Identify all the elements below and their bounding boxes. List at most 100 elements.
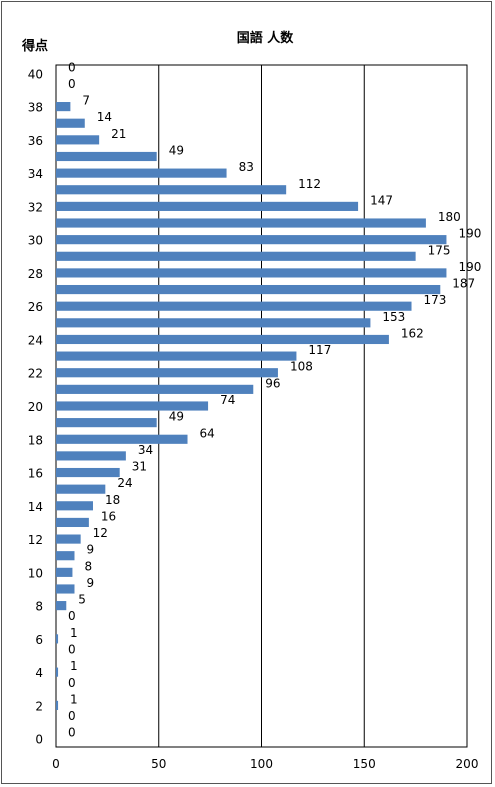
data-label-score-37: 14 xyxy=(97,110,112,124)
data-label-score-17: 34 xyxy=(138,443,153,457)
bar-score-19 xyxy=(56,418,157,428)
data-labels: 0010101059891216182431346449749610811716… xyxy=(68,60,481,739)
data-label-score-27: 187 xyxy=(452,277,475,291)
data-label-score-5: 0 xyxy=(68,643,76,657)
data-label-score-24: 162 xyxy=(401,326,424,340)
data-label-score-4: 1 xyxy=(70,659,78,673)
data-label-score-26: 173 xyxy=(424,293,447,307)
bar-score-20 xyxy=(56,401,209,411)
y-tick-label-0: 0 xyxy=(35,733,43,747)
y-tick-label-2: 2 xyxy=(35,699,43,713)
bar-score-23 xyxy=(56,351,297,361)
x-tick-label-0: 0 xyxy=(52,757,60,771)
bar-score-34 xyxy=(56,168,227,178)
y-tick-label-38: 38 xyxy=(28,101,43,115)
y-tick-label-12: 12 xyxy=(28,533,43,547)
bar-score-10 xyxy=(56,567,73,577)
bar-score-8 xyxy=(56,601,67,611)
bar-score-14 xyxy=(56,501,93,511)
bar-score-33 xyxy=(56,185,287,195)
y-tick-label-4: 4 xyxy=(35,666,43,680)
y-tick-label-8: 8 xyxy=(35,600,43,614)
y-tick-label-34: 34 xyxy=(28,167,43,181)
data-label-score-23: 117 xyxy=(308,343,331,357)
x-tick-label-200: 200 xyxy=(456,757,479,771)
y-tick-label-32: 32 xyxy=(28,200,43,214)
bar-score-35 xyxy=(56,151,157,162)
y-tick-label-28: 28 xyxy=(28,267,43,281)
bar-score-21 xyxy=(56,384,254,394)
bar-score-36 xyxy=(56,135,100,145)
y-tick-label-36: 36 xyxy=(28,134,43,148)
bar-score-38 xyxy=(56,102,71,112)
data-label-score-2: 1 xyxy=(70,692,78,706)
bar-score-4 xyxy=(56,667,59,677)
x-tick-label-150: 150 xyxy=(353,757,376,771)
bar-score-31 xyxy=(56,218,426,228)
data-label-score-39: 0 xyxy=(68,77,76,91)
data-label-score-14: 18 xyxy=(105,493,120,507)
data-label-score-31: 180 xyxy=(438,210,461,224)
data-label-score-20: 74 xyxy=(220,393,235,407)
bar-score-29 xyxy=(56,251,416,261)
data-label-score-28: 190 xyxy=(458,260,481,274)
chart-title: 国語 人数 xyxy=(237,30,295,46)
y-tick-label-24: 24 xyxy=(28,333,43,347)
bar-score-37 xyxy=(56,118,85,128)
data-label-score-36: 21 xyxy=(111,127,126,141)
data-label-score-32: 147 xyxy=(370,193,393,207)
y-tick-label-6: 6 xyxy=(35,633,43,647)
data-label-score-25: 153 xyxy=(382,310,405,324)
data-label-score-33: 112 xyxy=(298,177,321,191)
bar-score-24 xyxy=(56,334,389,345)
data-label-score-13: 16 xyxy=(101,509,116,523)
bar-score-15 xyxy=(56,484,106,494)
data-label-score-22: 108 xyxy=(290,360,313,374)
data-label-score-1: 0 xyxy=(68,709,76,723)
y-tick-label-18: 18 xyxy=(28,433,43,447)
bar-score-6 xyxy=(56,634,59,644)
bar-score-28 xyxy=(56,268,447,278)
bar-score-9 xyxy=(56,584,75,594)
bar-score-27 xyxy=(56,284,441,295)
data-label-score-7: 0 xyxy=(68,609,76,623)
bar-score-2 xyxy=(56,700,59,710)
y-tick-label-14: 14 xyxy=(28,500,43,514)
data-label-score-15: 24 xyxy=(117,476,132,490)
data-label-score-6: 1 xyxy=(70,626,78,640)
data-label-score-21: 96 xyxy=(265,376,280,390)
y-tick-label-40: 40 xyxy=(28,67,43,81)
y-tick-label-10: 10 xyxy=(28,566,43,580)
data-label-score-35: 49 xyxy=(169,143,184,157)
bar-score-30 xyxy=(56,235,447,245)
bar-score-25 xyxy=(56,318,371,328)
data-label-score-30: 190 xyxy=(458,227,481,241)
bar-score-16 xyxy=(56,467,120,478)
data-label-score-40: 0 xyxy=(68,60,76,74)
data-label-score-10: 8 xyxy=(84,559,92,573)
bar-score-18 xyxy=(56,434,188,444)
bars xyxy=(56,102,447,710)
data-label-score-9: 9 xyxy=(86,576,94,590)
data-label-score-12: 12 xyxy=(93,526,108,540)
x-tick-label-100: 100 xyxy=(250,757,273,771)
data-label-score-18: 64 xyxy=(200,426,215,440)
data-label-score-0: 0 xyxy=(68,726,76,740)
data-label-score-29: 175 xyxy=(428,243,451,257)
bar-score-17 xyxy=(56,451,126,461)
data-label-score-16: 31 xyxy=(132,460,147,474)
bar-score-11 xyxy=(56,551,75,561)
data-label-score-38: 7 xyxy=(82,94,90,108)
bar-score-26 xyxy=(56,301,412,311)
y-tick-label-30: 30 xyxy=(28,234,43,248)
y-tick-label-26: 26 xyxy=(28,300,43,314)
data-label-score-3: 0 xyxy=(68,676,76,690)
data-label-score-8: 5 xyxy=(78,593,86,607)
data-label-score-11: 9 xyxy=(86,543,94,557)
bar-score-32 xyxy=(56,201,359,211)
x-tick-label-50: 50 xyxy=(151,757,166,771)
data-label-score-34: 83 xyxy=(239,160,254,174)
